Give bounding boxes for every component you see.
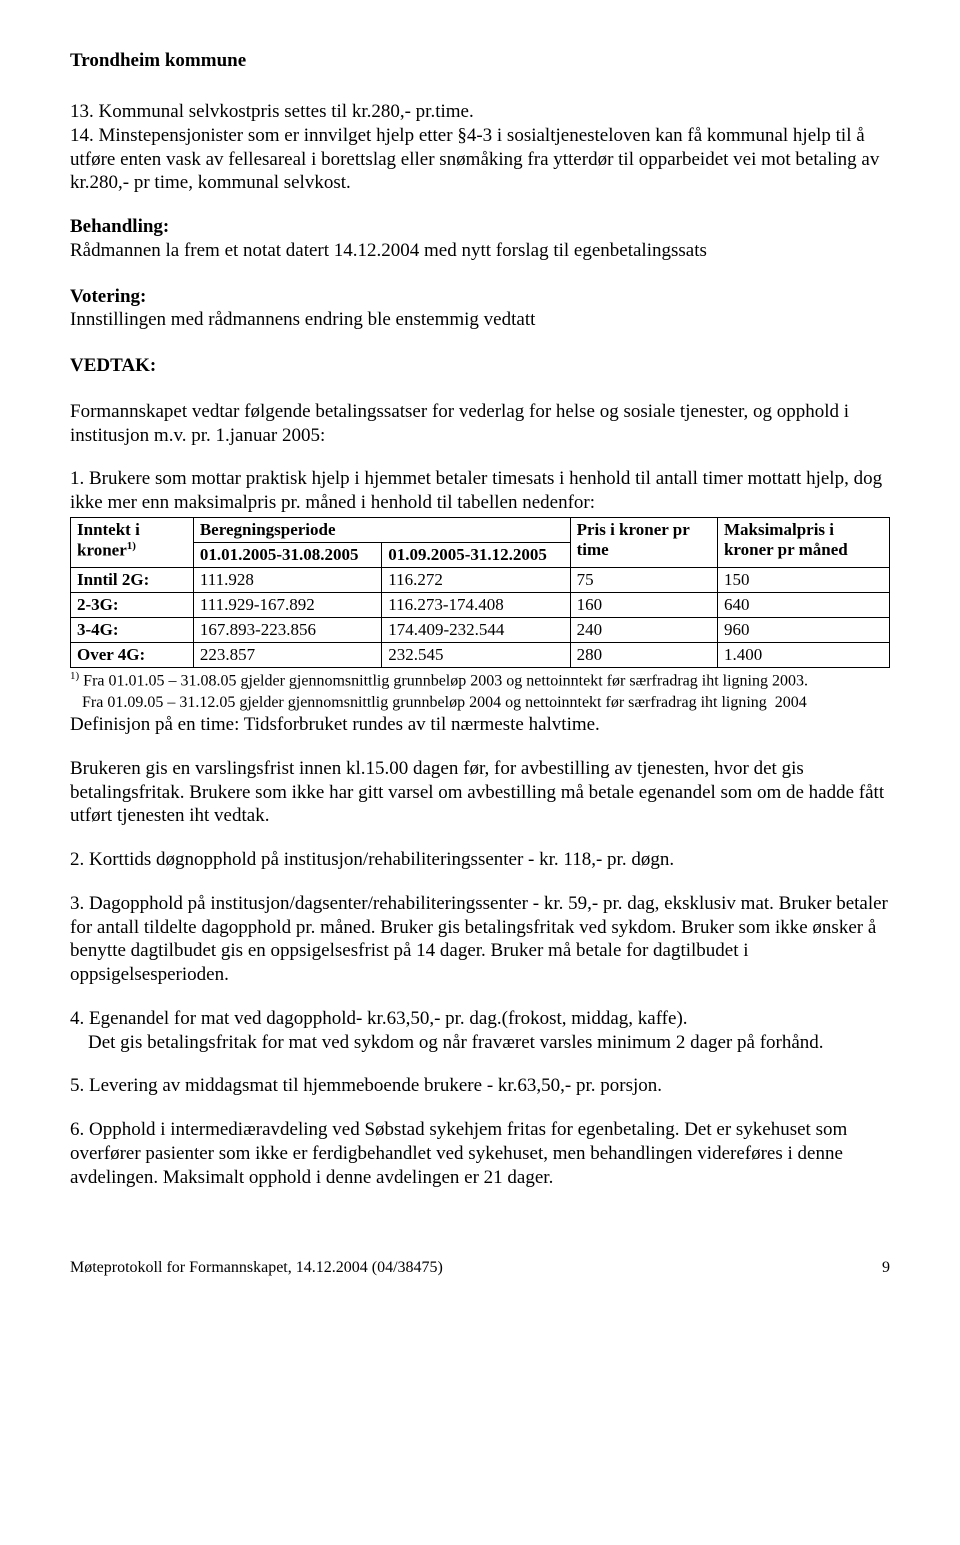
cell: Inntil 2G: [71, 567, 194, 592]
page-footer: Møteprotokoll for Formannskapet, 14.12.2… [70, 1259, 890, 1277]
col-inntekt-sup: 1) [127, 540, 136, 552]
vedtak-label: VEDTAK: [70, 354, 890, 378]
table-row: 2-3G: 111.929-167.892 116.273-174.408 16… [71, 592, 890, 617]
col-inntekt-a: Inntekt i [77, 520, 140, 539]
cell: 111.929-167.892 [193, 592, 381, 617]
votering-label: Votering: [70, 285, 890, 309]
col-inntekt: Inntekt i kroner1) [71, 517, 194, 567]
item-3: 3. Dagopphold på institusjon/dagsenter/r… [70, 892, 890, 987]
item-14: 14. Minstepensjonister som er innvilget … [70, 125, 879, 194]
col-maks: Maksimalpris i kroner pr måned [717, 517, 889, 567]
footnote-1-text: Fra 01.01.05 – 31.08.05 gjelder gjennoms… [79, 672, 808, 689]
col-date1: 01.01.2005-31.08.2005 [193, 542, 381, 567]
behandling-label: Behandling: [70, 215, 890, 239]
col-pris: Pris i kroner pr time [570, 517, 717, 567]
col-date2: 01.09.2005-31.12.2005 [382, 542, 570, 567]
footnote-1: 1) Fra 01.01.05 – 31.08.05 gjelder gjenn… [70, 670, 890, 691]
footer-page-number: 9 [882, 1259, 890, 1277]
cell: 167.893-223.856 [193, 617, 381, 642]
cell: 174.409-232.544 [382, 617, 570, 642]
cell: 2-3G: [71, 592, 194, 617]
item-2: 2. Korttids døgnopphold på institusjon/r… [70, 848, 890, 872]
cell: 116.273-174.408 [382, 592, 570, 617]
cell: 232.545 [382, 642, 570, 667]
col-maks-b: kroner pr måned [724, 540, 848, 559]
col-pris-b: time [577, 540, 609, 559]
cell: 280 [570, 642, 717, 667]
col-inntekt-b: kroner [77, 540, 127, 559]
cell: 150 [717, 567, 889, 592]
vedtak-p1: 1. Brukere som mottar praktisk hjelp i h… [70, 467, 890, 515]
varslingsfrist: Brukeren gis en varslingsfrist innen kl.… [70, 757, 890, 828]
item-13: 13. Kommunal selvkostpris settes til kr.… [70, 101, 474, 122]
betalingssatser-table: Inntekt i kroner1) Beregningsperiode Pri… [70, 517, 890, 668]
cell: 960 [717, 617, 889, 642]
footnote-1-sup: 1) [70, 670, 79, 682]
votering-block: Votering: Innstillingen med rådmannens e… [70, 285, 890, 333]
col-pris-a: Pris i kroner pr [577, 520, 690, 539]
definisjon-time: Definisjon på en time: Tidsforbruket run… [70, 713, 890, 737]
table-row: Inntil 2G: 111.928 116.272 75 150 [71, 567, 890, 592]
cell: 116.272 [382, 567, 570, 592]
cell: 111.928 [193, 567, 381, 592]
paragraph-13-14: 13. Kommunal selvkostpris settes til kr.… [70, 100, 890, 195]
cell: 75 [570, 567, 717, 592]
vedtak-intro: Formannskapet vedtar følgende betalingss… [70, 400, 890, 448]
votering-text: Innstillingen med rådmannens endring ble… [70, 308, 890, 332]
cell: 223.857 [193, 642, 381, 667]
cell: Over 4G: [71, 642, 194, 667]
cell: 1.400 [717, 642, 889, 667]
table-row: Over 4G: 223.857 232.545 280 1.400 [71, 642, 890, 667]
table-header-row: Inntekt i kroner1) Beregningsperiode Pri… [71, 517, 890, 542]
col-maks-a: Maksimalpris i [724, 520, 834, 539]
vedtak-block: VEDTAK: [70, 354, 890, 378]
behandling-text: Rådmannen la frem et notat datert 14.12.… [70, 239, 890, 263]
cell: 160 [570, 592, 717, 617]
cell: 240 [570, 617, 717, 642]
item-4: 4. Egenandel for mat ved dagopphold- kr.… [70, 1007, 890, 1055]
item-4a: 4. Egenandel for mat ved dagopphold- kr.… [70, 1008, 688, 1029]
page-header-title: Trondheim kommune [70, 50, 890, 72]
document-page: Trondheim kommune 13. Kommunal selvkostp… [0, 0, 960, 1317]
footnote-2: Fra 01.09.05 – 31.12.05 gjelder gjennoms… [70, 693, 890, 713]
item-6: 6. Opphold i intermediæravdeling ved Søb… [70, 1118, 890, 1189]
col-beregning: Beregningsperiode [193, 517, 570, 542]
table-row: 3-4G: 167.893-223.856 174.409-232.544 24… [71, 617, 890, 642]
footer-left: Møteprotokoll for Formannskapet, 14.12.2… [70, 1259, 443, 1277]
behandling-block: Behandling: Rådmannen la frem et notat d… [70, 215, 890, 263]
item-4b: Det gis betalingsfritak for mat ved sykd… [88, 1031, 824, 1055]
cell: 3-4G: [71, 617, 194, 642]
item-5: 5. Levering av middagsmat til hjemmeboen… [70, 1074, 890, 1098]
cell: 640 [717, 592, 889, 617]
